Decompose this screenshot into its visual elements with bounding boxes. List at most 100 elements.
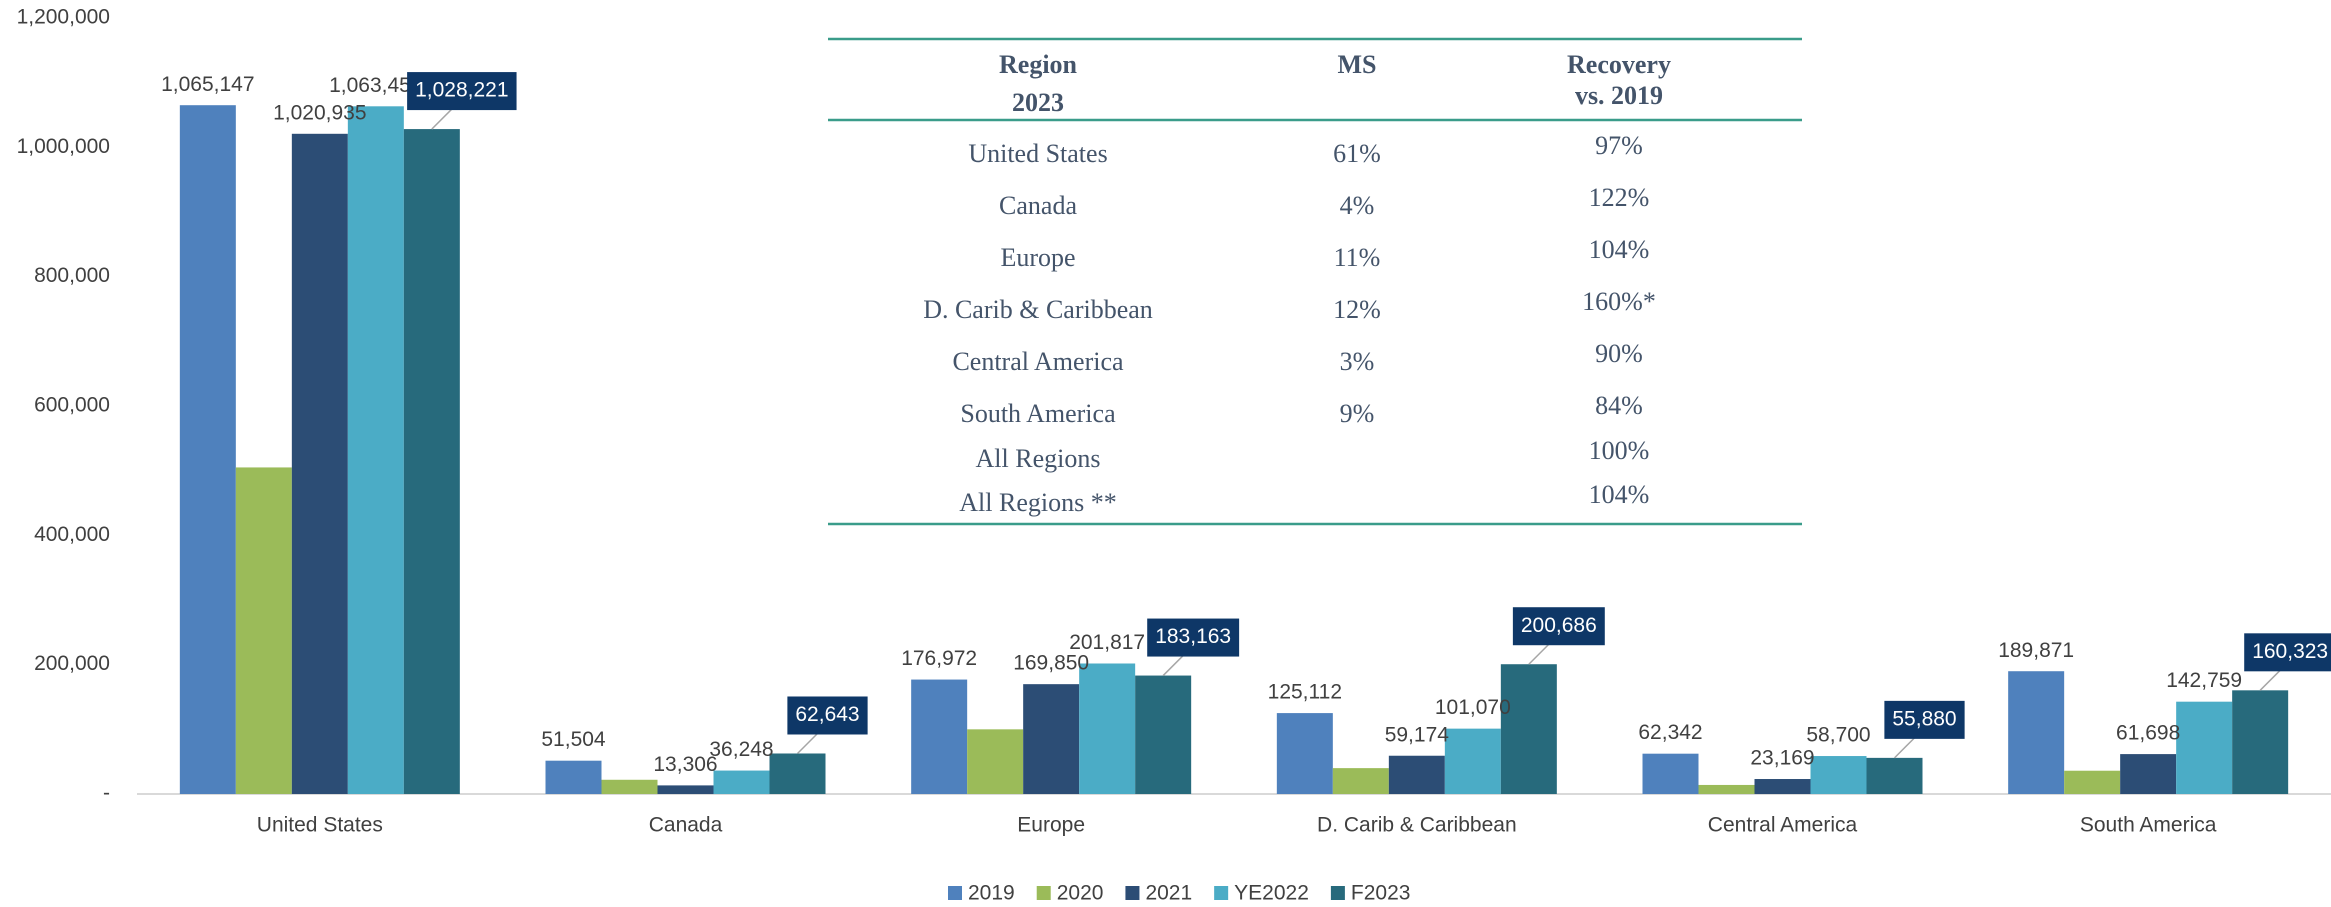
table-cell: 100%: [1589, 436, 1650, 465]
table-cell: 104%: [1589, 480, 1650, 509]
bar: [235, 467, 292, 794]
data-label: 51,504: [541, 728, 606, 751]
bar: [657, 785, 714, 794]
legend-label: 2021: [1145, 882, 1192, 905]
legend-swatch: [1125, 886, 1140, 900]
leader-line: [1893, 737, 1916, 759]
bar: [2232, 690, 2289, 794]
label-box: [1147, 618, 1240, 657]
bar: [1135, 675, 1192, 794]
bar: [911, 679, 968, 794]
data-label-box: 183,163: [1147, 618, 1240, 677]
table-cell: D. Carib & Caribbean: [923, 295, 1153, 324]
table-cell: Europe: [1000, 243, 1075, 272]
data-label: 1,020,935: [273, 101, 366, 124]
data-label: 169,850: [1013, 652, 1089, 675]
y-tick-label: 600,000: [34, 394, 110, 417]
table-header: MS: [1338, 50, 1377, 79]
y-tick-label: 1,200,000: [17, 6, 110, 29]
legend-swatch: [1330, 886, 1345, 900]
data-label: 62,643: [795, 703, 859, 726]
table-cell: 3%: [1340, 347, 1375, 376]
bar: [1810, 756, 1867, 794]
bar: [1500, 664, 1557, 794]
x-tick-label: United States: [257, 814, 383, 837]
table-header: 2023: [1012, 88, 1064, 117]
data-label: 160,323: [2252, 640, 2328, 663]
data-label-box: 62,643: [787, 696, 868, 755]
data-label: 36,248: [709, 738, 773, 761]
leader-line: [1162, 655, 1184, 677]
legend: 2019 2020 2021 YE2022 F2023: [948, 882, 1410, 905]
data-label: 55,880: [1892, 707, 1956, 730]
table-cell: 97%: [1595, 131, 1643, 160]
table-cell: 160%*: [1582, 287, 1656, 316]
bar: [967, 729, 1024, 794]
bar: [179, 105, 236, 794]
bar: [601, 779, 658, 794]
data-label: 183,163: [1155, 625, 1231, 648]
bar: [347, 106, 404, 794]
y-tick-label: 200,000: [34, 652, 110, 675]
legend-label: YE2022: [1234, 882, 1309, 905]
table-cell: 4%: [1340, 191, 1375, 220]
data-label-box: 55,880: [1884, 700, 1965, 759]
table-cell: 122%: [1589, 183, 1650, 212]
bar: [1444, 728, 1501, 794]
data-label: 1,028,221: [415, 79, 508, 102]
table-cell: 11%: [1334, 243, 1381, 272]
legend-swatch: [1036, 886, 1051, 900]
data-label: 61,698: [2116, 722, 2180, 745]
data-label: 176,972: [901, 647, 977, 670]
bar: [2008, 671, 2065, 794]
table-cell: 9%: [1340, 399, 1375, 428]
bar: [713, 770, 770, 794]
data-label: 101,070: [1435, 696, 1511, 719]
data-label: 189,871: [1998, 639, 2074, 662]
data-label-box: 160,323: [2244, 633, 2331, 691]
table-header: Recovery: [1567, 50, 1671, 79]
table-cell: 61%: [1333, 139, 1381, 168]
table-cell: 84%: [1595, 391, 1643, 420]
leader-line: [796, 732, 819, 755]
data-label: 142,759: [2166, 669, 2242, 692]
bar: [1388, 755, 1445, 794]
bar: [1754, 779, 1811, 794]
data-label: 62,342: [1638, 721, 1702, 744]
x-tick-label: Central America: [1708, 814, 1858, 837]
bar: [1866, 757, 1923, 794]
table-cell: South America: [960, 399, 1116, 428]
bar: [403, 129, 460, 795]
bar: [2120, 754, 2177, 794]
table-header: vs. 2019: [1575, 81, 1663, 110]
x-tick-label: South America: [2080, 814, 2217, 837]
table-cell: United States: [968, 139, 1107, 168]
x-tick-label: D. Carib & Caribbean: [1317, 814, 1517, 837]
legend-label: 2020: [1057, 882, 1104, 905]
leader-line: [2259, 669, 2281, 691]
y-tick-label: 1,000,000: [17, 135, 110, 158]
data-label-box: 1,028,221: [407, 72, 517, 130]
data-label: 125,112: [1268, 681, 1342, 704]
bar: [545, 760, 602, 794]
table-cell: 104%: [1589, 235, 1650, 264]
data-label-box: 200,686: [1512, 607, 1605, 665]
x-tick-label: Europe: [1017, 814, 1085, 837]
table-cell: All Regions: [976, 444, 1101, 473]
legend-swatch: [948, 886, 962, 900]
bar: [291, 133, 348, 795]
y-tick-label: -: [103, 782, 110, 805]
data-label: 23,169: [1750, 747, 1814, 770]
legend-label: 2019: [968, 882, 1015, 905]
bar: [1079, 663, 1136, 794]
data-label: 13,306: [653, 753, 717, 776]
data-label: 1,063,451: [329, 74, 422, 97]
leader-line: [1528, 643, 1550, 665]
bar: [2064, 770, 2121, 794]
y-tick-label: 800,000: [34, 264, 110, 287]
data-label: 200,686: [1521, 614, 1597, 637]
bar: [769, 753, 826, 794]
x-tick-label: Canada: [649, 814, 723, 837]
data-label: 58,700: [1806, 724, 1870, 747]
